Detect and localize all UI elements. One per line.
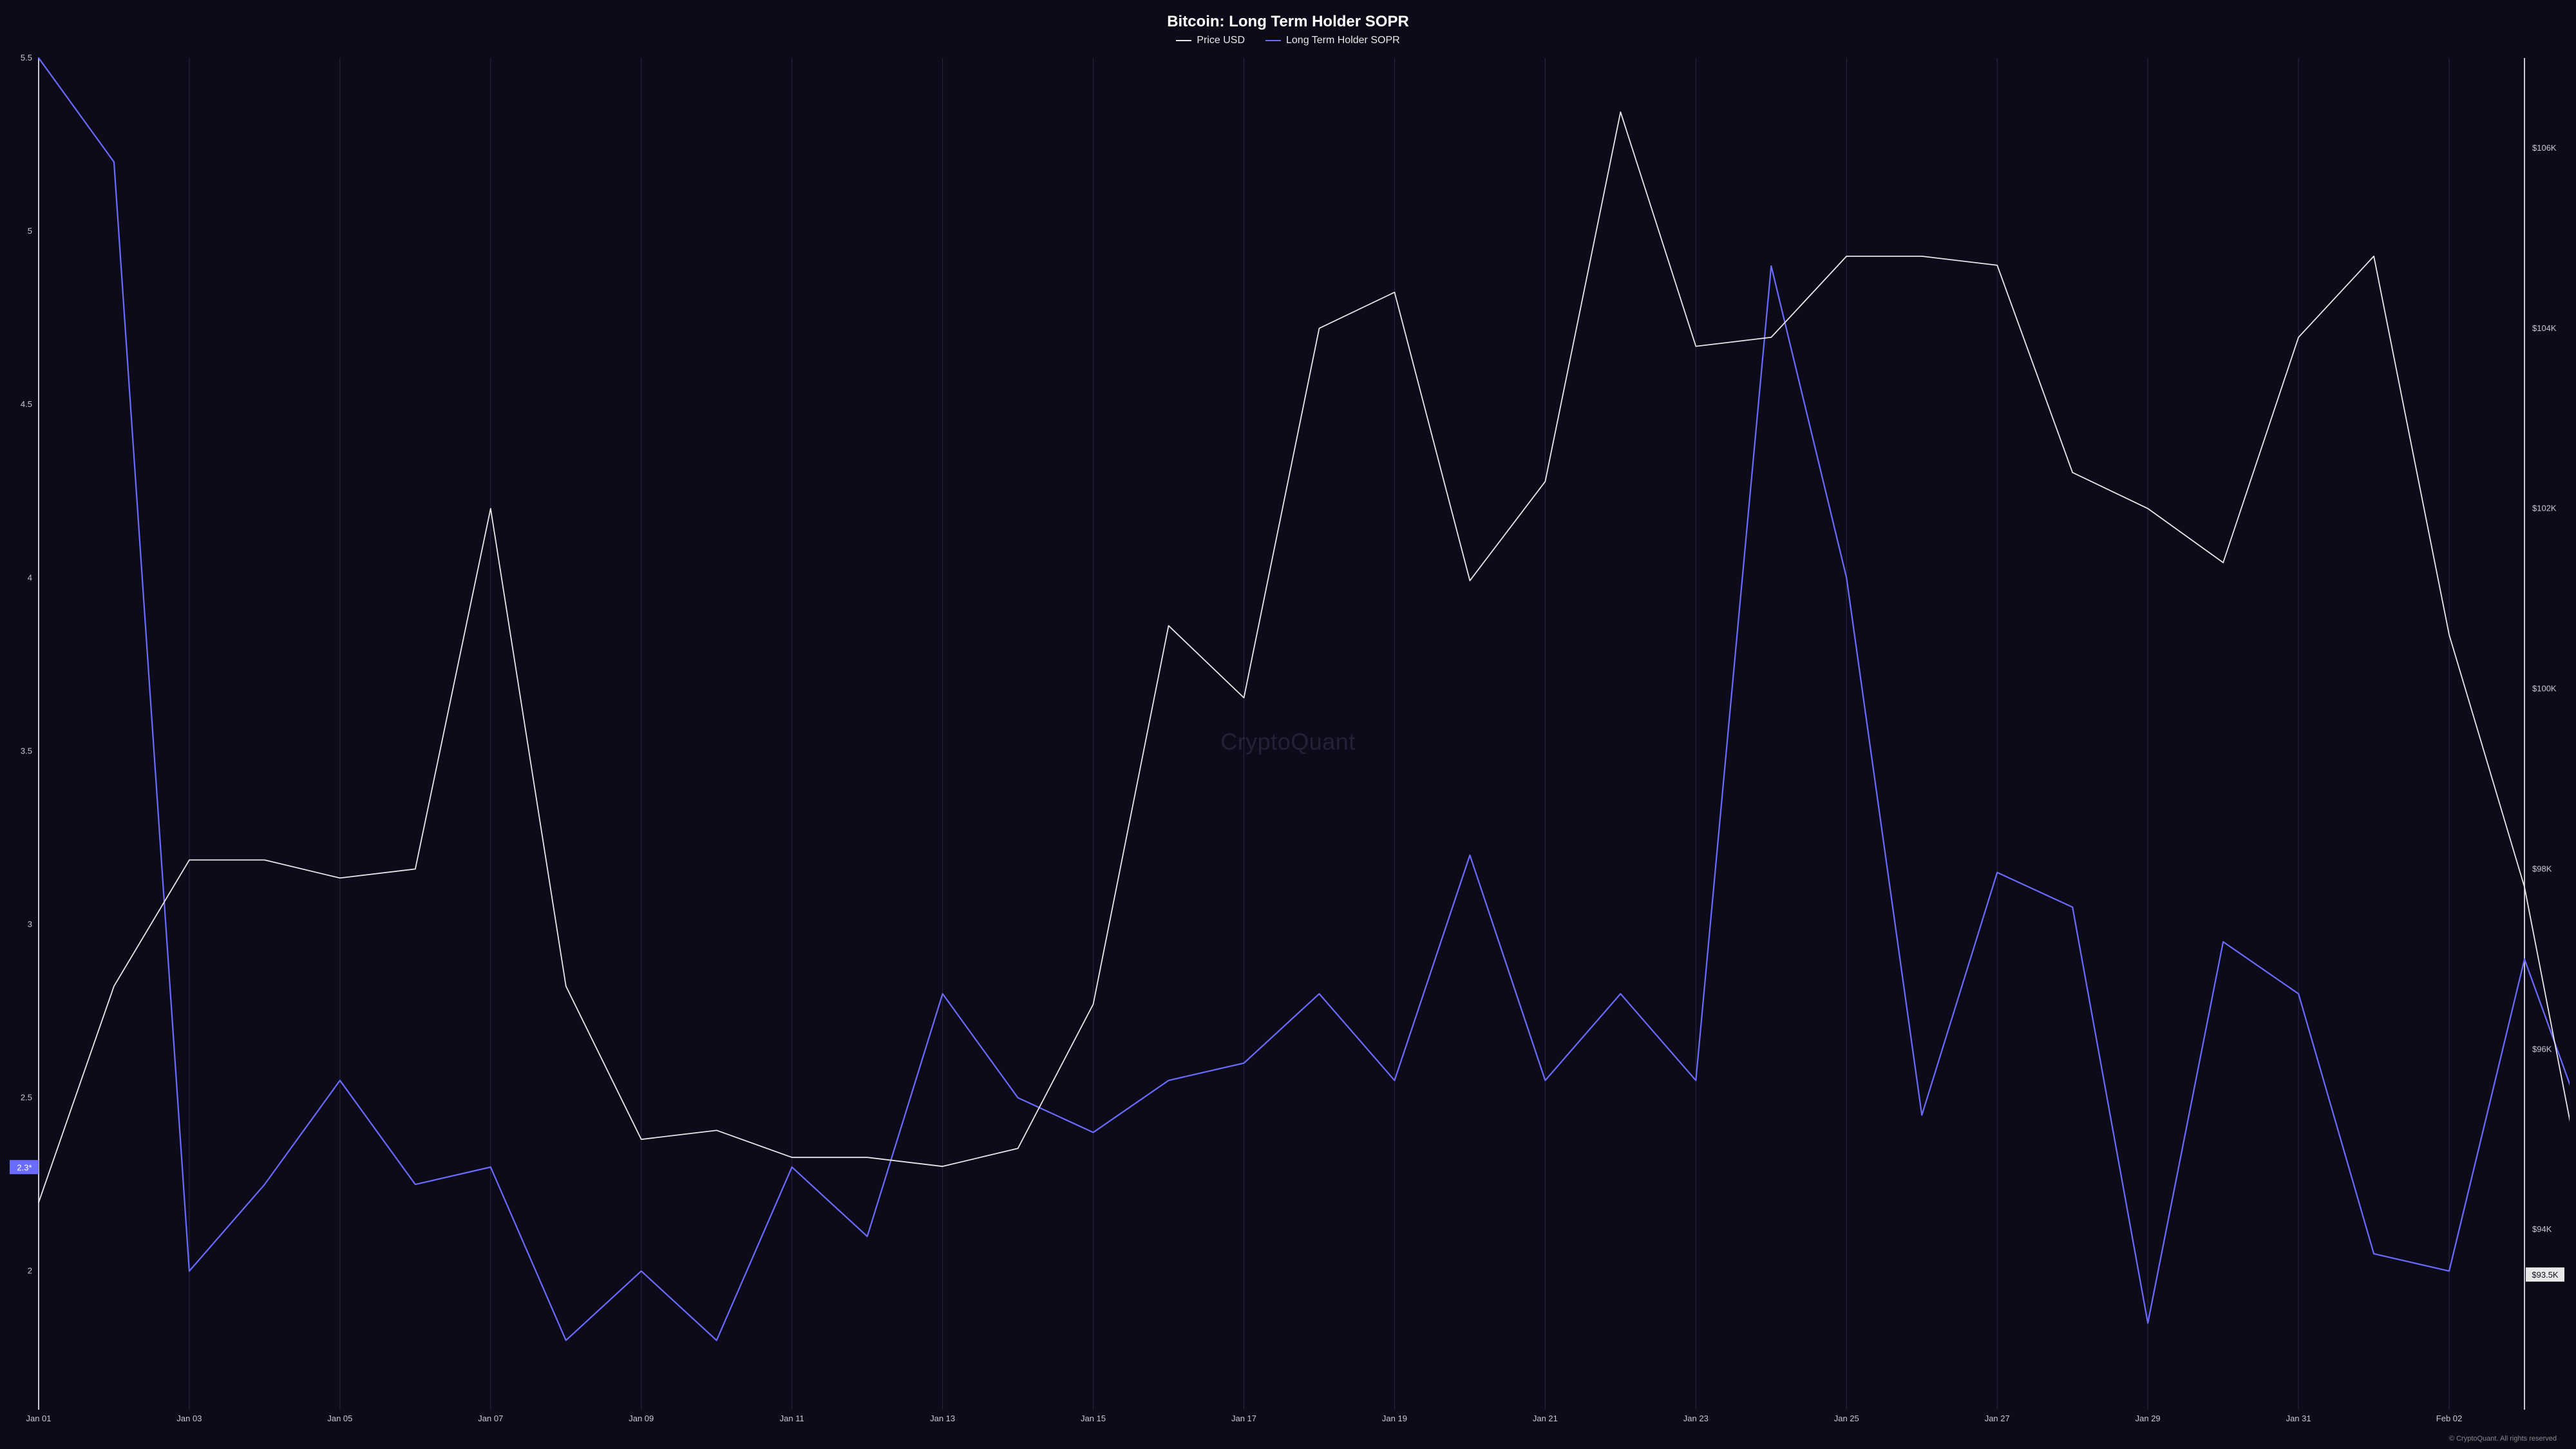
chart-legend: Price USD Long Term Holder SOPR (6, 35, 2570, 46)
chart-svg: Jan 01 Jan 03 Jan 05 Jan 07 Jan 09 Jan 11 Jan … (6, 52, 2570, 1432)
legend-label-sopr: Long Term Holder SOPR (1286, 35, 1400, 46)
chart-title: Bitcoin: Long Term Holder SOPR (6, 13, 2570, 31)
svg-text:Jan 25: Jan 25 (1834, 1414, 1859, 1423)
svg-text:$104K: $104K (2532, 323, 2557, 333)
svg-text:Jan 13: Jan 13 (930, 1414, 955, 1423)
svg-text:Jan 19: Jan 19 (1382, 1414, 1407, 1423)
svg-text:Jan 15: Jan 15 (1081, 1414, 1106, 1423)
legend-swatch-sopr (1265, 40, 1281, 41)
svg-text:Jan 09: Jan 09 (629, 1414, 654, 1423)
chart-header: Bitcoin: Long Term Holder SOPR Price USD… (6, 13, 2570, 46)
svg-text:$100K: $100K (2532, 684, 2557, 694)
svg-text:$96K: $96K (2532, 1044, 2552, 1054)
svg-text:$93.5K: $93.5K (2532, 1270, 2559, 1280)
legend-item-sopr: Long Term Holder SOPR (1265, 35, 1400, 46)
svg-text:4.5: 4.5 (21, 399, 32, 409)
svg-text:5.5: 5.5 (21, 53, 32, 62)
svg-text:$106K: $106K (2532, 143, 2557, 153)
svg-text:2.5: 2.5 (21, 1093, 32, 1103)
svg-text:Jan 21: Jan 21 (1533, 1414, 1558, 1423)
svg-text:Jan 05: Jan 05 (327, 1414, 352, 1423)
svg-text:2.3*: 2.3* (17, 1162, 32, 1172)
svg-text:3.5: 3.5 (21, 746, 32, 755)
chart-container: Bitcoin: Long Term Holder SOPR Price USD… (0, 0, 2576, 1449)
svg-text:Jan 01: Jan 01 (26, 1414, 51, 1423)
svg-text:4: 4 (28, 573, 32, 582)
svg-text:Jan 07: Jan 07 (478, 1414, 503, 1423)
svg-text:Jan 03: Jan 03 (176, 1414, 202, 1423)
legend-item-price: Price USD (1176, 35, 1245, 46)
svg-text:$94K: $94K (2532, 1224, 2552, 1234)
svg-text:Jan 27: Jan 27 (1985, 1414, 2010, 1423)
copyright: © CryptoQuant. All rights reserved (6, 1432, 2570, 1443)
svg-text:$98K: $98K (2532, 864, 2552, 873)
svg-text:Jan 29: Jan 29 (2136, 1414, 2161, 1423)
svg-text:2: 2 (28, 1266, 32, 1276)
legend-label-price: Price USD (1197, 35, 1245, 46)
svg-text:3: 3 (28, 920, 32, 929)
legend-swatch-price (1176, 40, 1191, 41)
svg-text:Feb 02: Feb 02 (2436, 1414, 2462, 1423)
svg-text:Jan 17: Jan 17 (1231, 1414, 1256, 1423)
svg-text:Jan 23: Jan 23 (1683, 1414, 1709, 1423)
svg-text:5: 5 (28, 226, 32, 236)
svg-text:$102K: $102K (2532, 504, 2557, 513)
svg-text:Jan 11: Jan 11 (780, 1414, 804, 1423)
chart-plot-area: CryptoQuant Jan 01Jan 03Jan 05Jan 07Jan … (6, 52, 2570, 1432)
svg-text:Jan 31: Jan 31 (2286, 1414, 2311, 1423)
